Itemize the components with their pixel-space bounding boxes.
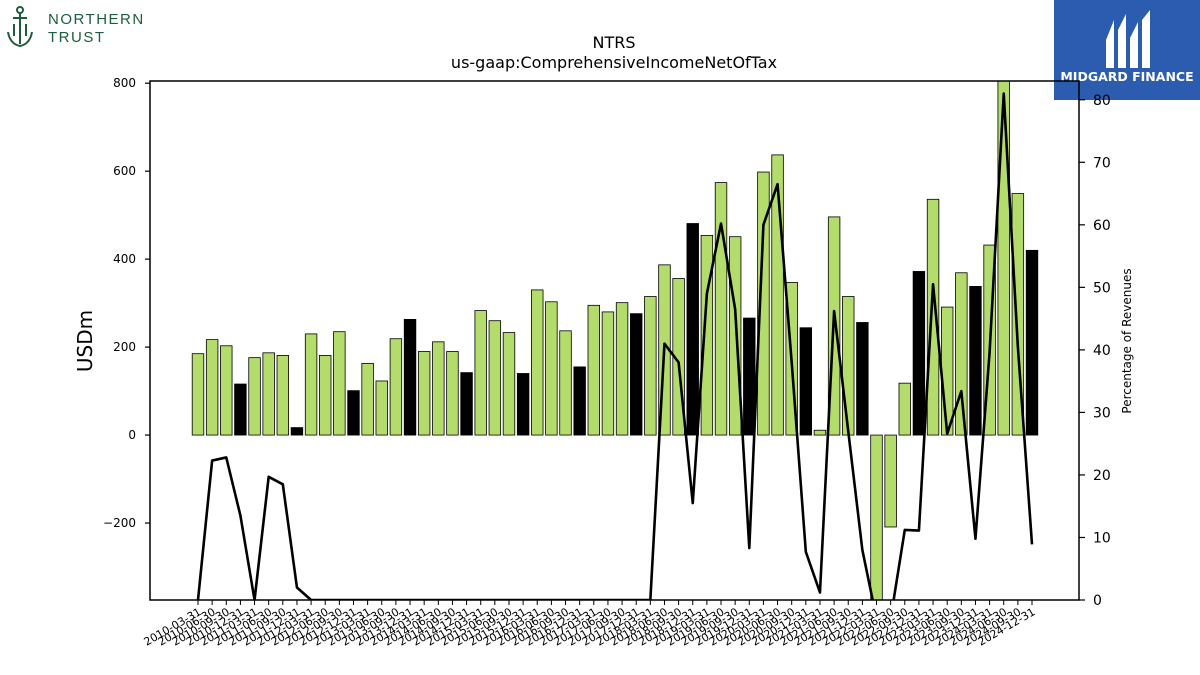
x-axis: 2010-03-312010-06-302010-09-302010-12-31… [142, 600, 1038, 649]
bar-2010-03-31 [191, 353, 205, 436]
bar-2022-06-30 [884, 434, 897, 528]
bar-2020-03-31 [757, 171, 770, 436]
bar-2024-06-30 [997, 81, 1010, 436]
bar-2019-06-30 [714, 182, 728, 436]
logo-text-trust: TRUST [48, 29, 106, 46]
chart-subtitle: us-gaap:ComprehensiveIncomeNetOfTax [451, 53, 777, 72]
bar-2012-06-30 [319, 355, 332, 436]
bar-2017-06-30 [601, 311, 615, 436]
bar-2011-06-30 [262, 352, 275, 436]
y2-tick-label: 80 [1093, 93, 1111, 109]
y-axis-left: −200 0 200 400 600 800 [103, 76, 150, 530]
y-tick-label: 600 [113, 164, 136, 178]
y2-tick-label: 20 [1093, 468, 1111, 484]
bar-2022-12-31 [912, 271, 926, 436]
y2-tick-label: 50 [1093, 280, 1111, 296]
bar-2015-06-30 [488, 320, 502, 436]
y-tick-label: 800 [113, 76, 136, 90]
bar-2012-03-31 [304, 333, 318, 436]
bar-2018-12-31 [686, 223, 699, 436]
bar-2023-09-30 [955, 272, 968, 436]
logo-text-midgard: MIDGARD FINANCE [1060, 69, 1193, 84]
bar-2019-09-30 [728, 236, 742, 436]
bar-2013-09-30 [389, 338, 403, 436]
bar-2018-03-31 [644, 296, 657, 436]
bar-2023-03-31 [926, 198, 940, 436]
bar-2010-09-30 [220, 345, 233, 436]
bar-2011-03-31 [248, 357, 261, 436]
bar-2014-03-31 [417, 351, 431, 436]
y-axis-right: 0 10 20 30 40 50 60 70 80 [1079, 93, 1111, 609]
midgard-finance-logo: MIDGARD FINANCE [1054, 0, 1200, 100]
midgard-m-icon: MIDGARD FINANCE [1060, 10, 1194, 84]
bar-2020-12-31 [799, 327, 813, 436]
bar-2016-03-31 [531, 289, 544, 436]
bar-2015-12-31 [516, 373, 530, 436]
chart-title: NTRS [592, 33, 635, 52]
bar-2021-09-30 [842, 296, 855, 436]
bar-2021-12-31 [856, 322, 869, 436]
y-tick-label: 400 [113, 252, 136, 266]
bar-2010-06-30 [205, 339, 219, 436]
bar-2022-03-31 [870, 434, 883, 600]
y2-tick-label: 10 [1093, 530, 1111, 546]
bar-2015-09-30 [502, 332, 516, 436]
bar-2022-09-30 [898, 382, 911, 436]
bar-2021-03-31 [813, 429, 827, 436]
y2-tick-label: 0 [1093, 593, 1102, 609]
bar-2019-12-31 [743, 317, 756, 436]
y2-axis-label: Percentage of Revenues [1120, 268, 1134, 413]
bar-2013-12-31 [403, 318, 417, 436]
bar-2014-12-31 [460, 372, 473, 436]
y-tick-label: 0 [128, 428, 136, 442]
bar-2020-06-30 [771, 154, 784, 436]
bar-2012-12-31 [347, 390, 360, 436]
bar-2011-09-30 [276, 355, 290, 436]
bar-2024-09-30 [1011, 193, 1025, 436]
bar-2010-12-31 [234, 383, 247, 436]
bar-2013-03-31 [361, 362, 374, 436]
bar-2016-12-31 [573, 366, 586, 436]
bar-2011-12-31 [290, 427, 304, 436]
bar-2023-12-31 [969, 285, 982, 436]
bar-2015-03-31 [474, 310, 487, 436]
y2-tick-label: 60 [1093, 218, 1111, 234]
bar-2017-03-31 [587, 304, 600, 436]
logo-text-northern: NORTHERN [48, 11, 145, 28]
bars-group [191, 81, 1039, 600]
y-tick-label: −200 [103, 516, 136, 530]
bar-2013-06-30 [375, 380, 388, 436]
bar-2016-06-30 [545, 301, 558, 436]
bar-2023-06-30 [940, 306, 954, 436]
anchor-icon: NORTHERN TRUST [7, 6, 145, 48]
bar-2017-09-30 [615, 302, 629, 436]
bar-2016-09-30 [559, 330, 572, 436]
y2-tick-label: 40 [1093, 343, 1111, 359]
bar-2019-03-31 [700, 234, 714, 436]
y2-tick-label: 70 [1093, 155, 1111, 171]
bar-2014-06-30 [432, 341, 445, 436]
bar-2014-09-30 [446, 351, 459, 436]
y-tick-label: 200 [113, 340, 136, 354]
y2-tick-label: 30 [1093, 405, 1111, 421]
y-axis-label: USDm [73, 310, 97, 372]
bar-2017-12-31 [630, 313, 643, 436]
bar-2012-09-30 [333, 331, 346, 436]
bar-2024-12-31 [1025, 249, 1039, 436]
plot-frame [149, 80, 1080, 601]
northern-trust-logo: NORTHERN TRUST [4, 4, 164, 52]
